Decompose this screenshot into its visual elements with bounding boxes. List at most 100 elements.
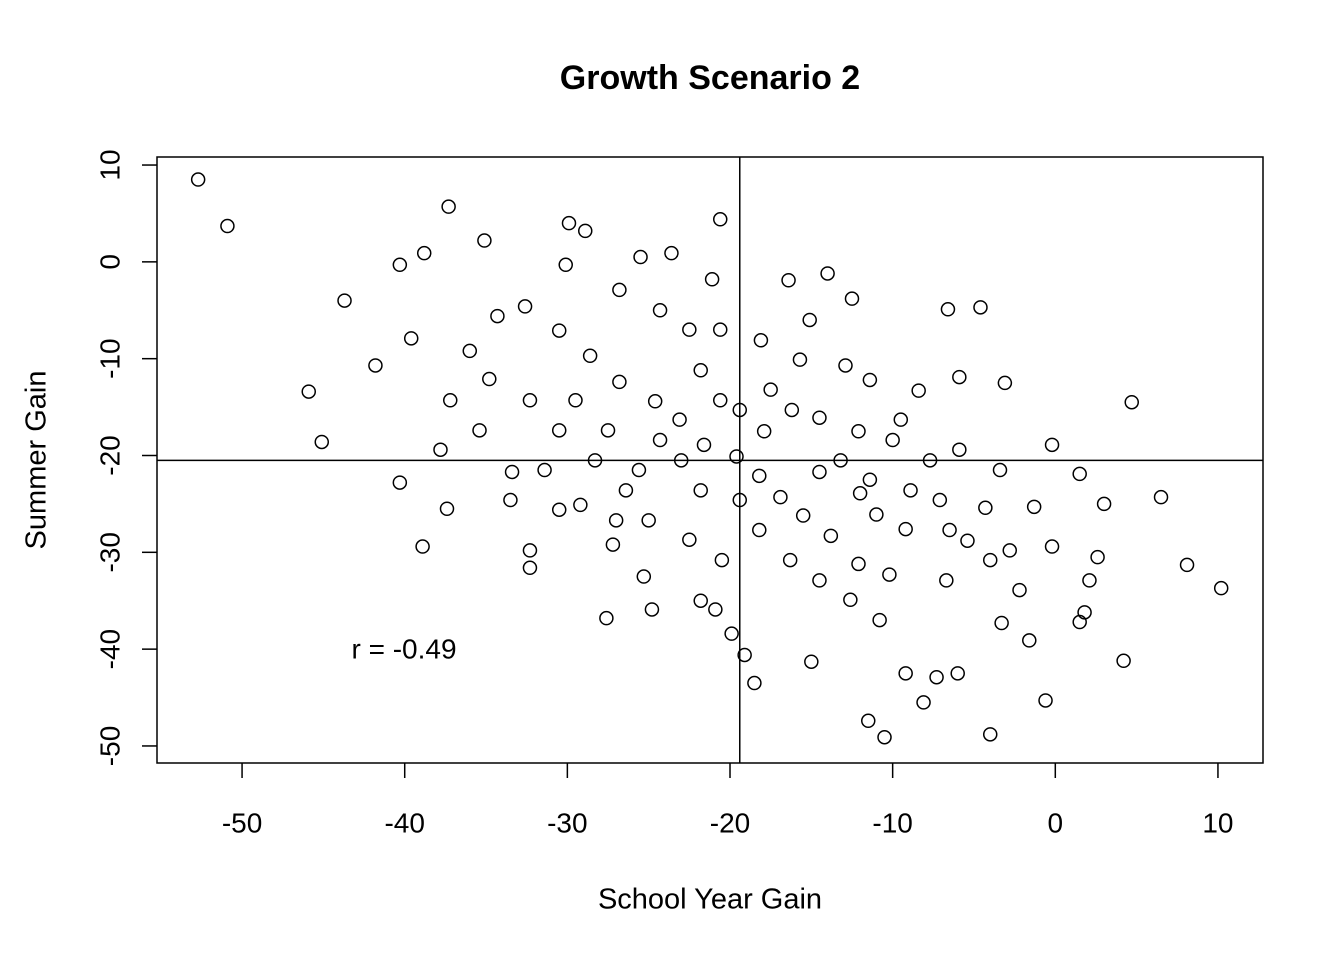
point [708,602,723,617]
point [644,602,660,617]
point [724,626,739,641]
point [1044,539,1060,554]
point [612,282,627,298]
y-tick-label: 0 [94,254,125,270]
point [673,453,689,468]
point [537,462,552,478]
point [916,695,931,710]
point [1153,489,1169,505]
point [982,727,998,742]
point [558,257,573,273]
point [732,402,748,418]
point [664,245,679,261]
point [693,483,708,498]
point [392,475,408,490]
point [641,513,656,528]
point [582,348,598,364]
point [940,302,956,317]
point [618,483,634,498]
y-tick-label: -20 [94,435,125,475]
point [929,669,944,685]
point [415,539,430,554]
point [482,371,497,387]
point [682,532,697,547]
point [812,573,827,588]
point [551,423,567,438]
point [973,300,988,315]
point [522,543,538,558]
point [950,666,965,681]
point [712,322,728,337]
point [605,537,621,552]
point [1026,499,1042,515]
point [911,383,926,398]
point [1179,557,1195,573]
point [1090,549,1105,565]
point [862,472,878,487]
point [522,560,538,576]
point [301,384,316,399]
x-tick-label: 0 [1048,807,1064,838]
y-tick-label: -40 [94,629,125,669]
point [712,212,728,227]
point [693,593,708,608]
point [997,375,1013,391]
point [1077,605,1092,620]
point [823,528,839,544]
point [893,412,909,427]
point [652,432,668,448]
point [978,500,993,516]
point [885,432,900,448]
point [682,322,697,337]
point [517,299,533,314]
point [631,462,647,478]
point [714,552,730,568]
y-tick-label: -50 [94,726,125,766]
point [522,393,538,408]
point [804,654,819,669]
point [877,729,892,745]
point [693,363,708,378]
point [652,303,668,318]
point [1116,653,1131,669]
point [220,218,235,234]
x-tick-label: -30 [547,807,587,838]
point [704,272,720,287]
point [802,312,817,328]
point [577,223,593,239]
point [851,424,866,439]
y-tick-label: -30 [94,532,125,572]
point [568,393,583,408]
point [1012,582,1027,598]
point [812,410,827,425]
point [982,552,998,568]
point [472,423,487,438]
y-axis-title: Summer Gain [21,371,53,550]
point [433,442,448,457]
point [633,249,648,265]
point [898,666,913,681]
point [833,453,848,468]
point [504,464,520,480]
point [392,257,408,273]
point [551,323,567,338]
y-tick-label: 10 [94,149,125,180]
point [636,569,652,584]
point [844,291,860,306]
point [852,486,868,501]
point [439,501,455,516]
point [942,522,957,538]
x-tick-label: -40 [384,807,424,838]
point [812,464,827,480]
point [612,374,627,390]
point [561,215,577,231]
point [573,497,588,513]
point [756,424,772,439]
point [922,453,938,468]
point [368,358,383,373]
point [784,402,800,418]
x-axis-title: School Year Gain [598,884,822,916]
point [587,453,603,468]
point [672,412,687,427]
point [932,492,948,508]
